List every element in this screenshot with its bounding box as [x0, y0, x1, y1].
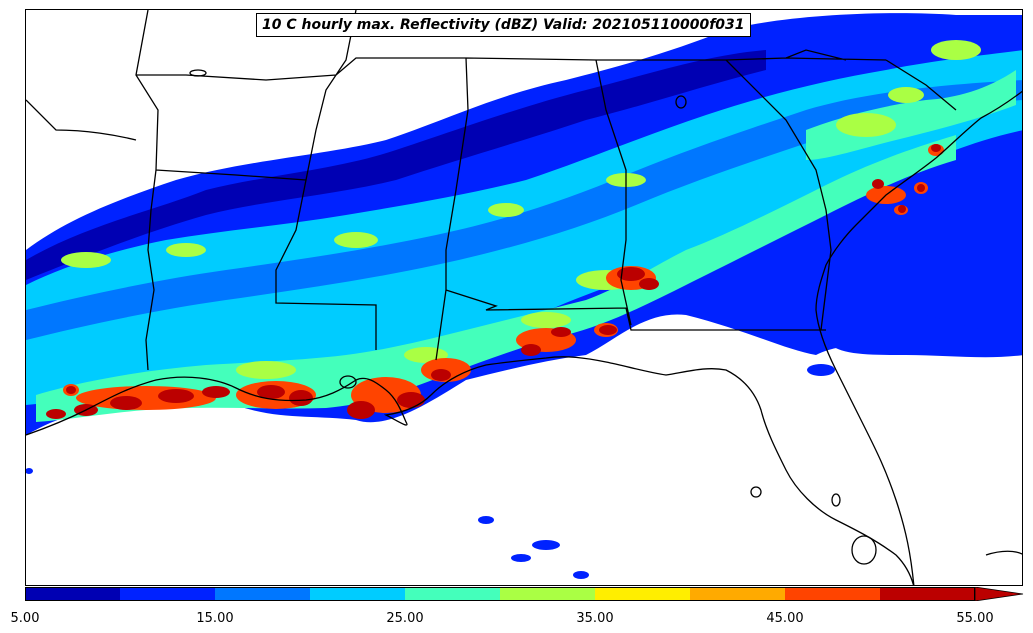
- gulf-coastline: [26, 356, 915, 585]
- colorbar-tick-label: 25.00: [386, 611, 424, 626]
- reflectivity-field: [26, 13, 1022, 579]
- echo-cells-35dbz: [61, 40, 981, 379]
- colorbar-tick-label: 45.00: [766, 611, 804, 626]
- colorbar-segment: [785, 587, 881, 601]
- echo-band-5dbz: [26, 50, 766, 280]
- colorbar-segment: [215, 587, 311, 601]
- colorbar-segment: [500, 587, 596, 601]
- echo-band-20dbz: [26, 80, 1022, 340]
- texas-coast-detail: [26, 99, 137, 141]
- lake-detail: [675, 95, 687, 109]
- colorbar-segments: [25, 587, 976, 601]
- state-borders: [135, 10, 957, 371]
- colorbar-segment: [310, 587, 406, 601]
- colorbar-tick-label: 5.00: [10, 611, 40, 626]
- colorbar-segment: [690, 587, 786, 601]
- boundaries: [26, 10, 1022, 585]
- colorbar-segment: [880, 587, 976, 601]
- lake-okeechobee: [851, 535, 877, 565]
- reflectivity-map: [26, 10, 1022, 585]
- colorbar-outline: [25, 587, 975, 601]
- island: [750, 486, 762, 498]
- colorbar-segment: [405, 587, 501, 601]
- atlantic-coastline: [815, 90, 1022, 585]
- echo-band-30dbz: [806, 70, 1016, 160]
- map-panel: [25, 9, 1023, 586]
- colorbar-tick-label: 15.00: [196, 611, 234, 626]
- colorbar-tick-label: 35.00: [576, 611, 614, 626]
- lake-pontchartrain: [339, 375, 357, 389]
- isolated-echoes: [26, 364, 835, 579]
- colorbar-segment: [595, 587, 691, 601]
- map-title: 10 C hourly max. Reflectivity (dBZ) Vali…: [256, 13, 751, 37]
- echo-band-10dbz: [826, 305, 1022, 358]
- colorbar-extend-arrow: [974, 587, 1024, 601]
- colorbar-tick-label: 55.00: [956, 611, 994, 626]
- island: [831, 493, 841, 507]
- colorbar-segment: [120, 587, 216, 601]
- lake-detail: [189, 69, 207, 77]
- echo-cells-55dbz: [46, 144, 941, 419]
- northeast-coast-detail: [985, 550, 1022, 556]
- colorbar-segment: [25, 587, 121, 601]
- colorbar: [25, 587, 1024, 601]
